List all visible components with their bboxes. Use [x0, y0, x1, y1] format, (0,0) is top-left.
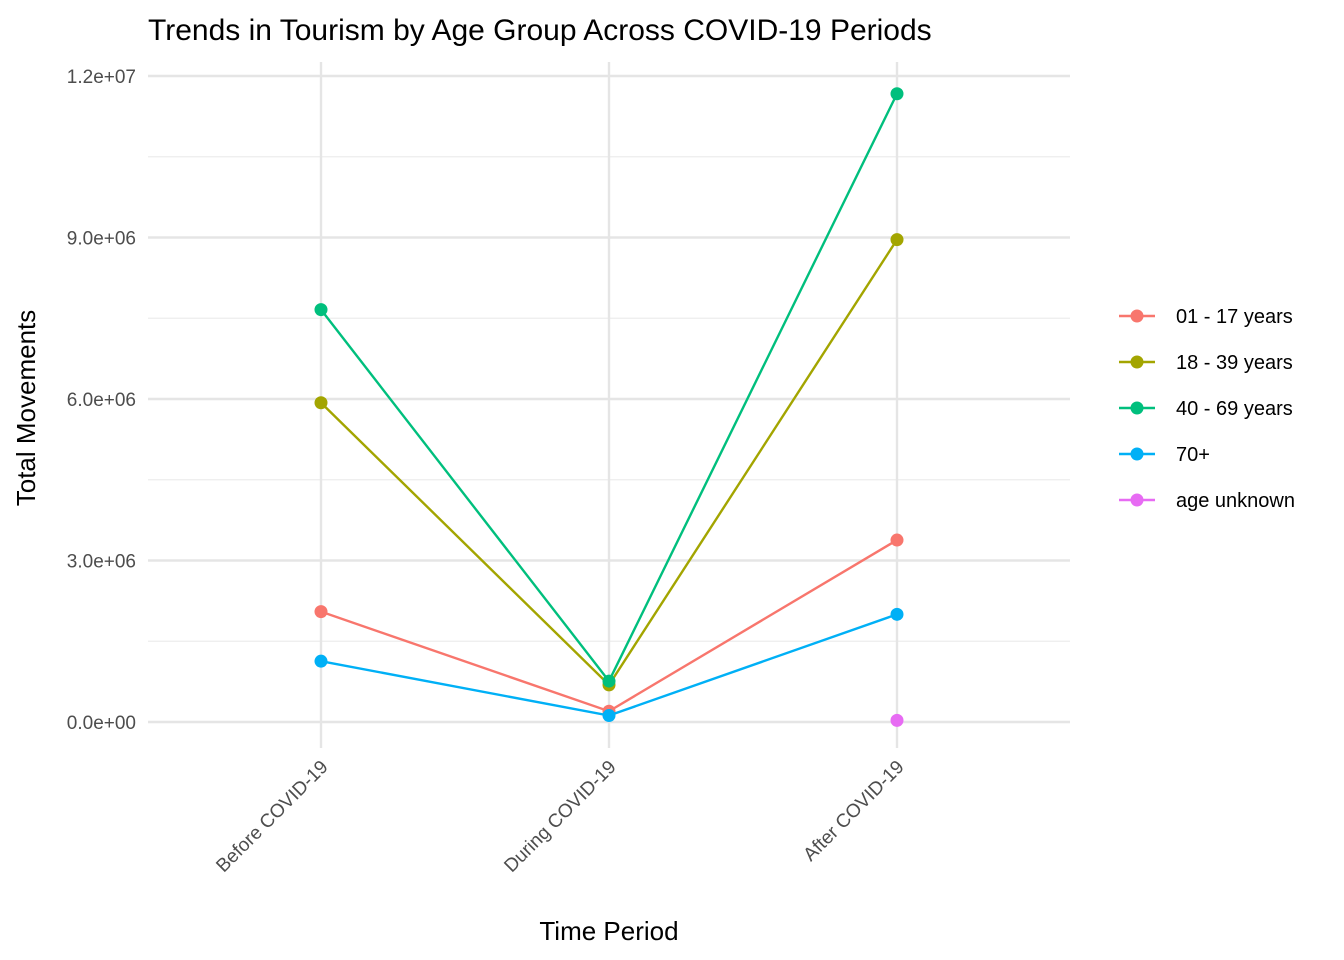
legend-item: 70+ [1119, 444, 1210, 466]
legend-label: 70+ [1176, 444, 1210, 466]
series-70- [314, 607, 904, 723]
y-axis-title: Total Movements [11, 310, 41, 507]
data-point [314, 654, 328, 668]
legend: 01 - 17 years 18 - 39 years 40 - 69 years 7… [1119, 306, 1295, 512]
data-point [602, 674, 616, 688]
y-tick-label: 1.2e+07 [67, 67, 136, 88]
data-point [314, 605, 328, 619]
legend-label: age unknown [1176, 490, 1295, 512]
x-tick-label: During COVID-19 [500, 757, 620, 877]
data-point [890, 233, 904, 247]
legend-label: 40 - 69 years [1176, 398, 1293, 420]
x-tick-label: Before COVID-19 [212, 757, 332, 877]
data-point [890, 533, 904, 547]
legend-marker [1130, 493, 1144, 507]
chart-title: Trends in Tourism by Age Group Across CO… [148, 14, 932, 47]
legend-item: 40 - 69 years [1119, 398, 1293, 420]
data-point [890, 87, 904, 101]
y-tick-label: 9.0e+06 [67, 229, 136, 250]
data-point [314, 396, 328, 410]
y-tick-label: 3.0e+06 [67, 552, 136, 573]
data-point [314, 303, 328, 317]
data-point [890, 713, 904, 727]
legend-item: age unknown [1119, 490, 1295, 512]
grid [148, 62, 1070, 748]
series-age-unknown [890, 713, 904, 727]
series-40-69-years [314, 87, 904, 688]
y-tick-label: 0.0e+00 [67, 713, 136, 734]
legend-item: 01 - 17 years [1119, 306, 1293, 328]
data-point [890, 607, 904, 621]
legend-marker [1130, 447, 1144, 461]
legend-marker [1130, 355, 1144, 369]
series-layer [314, 87, 904, 727]
x-axis-title: Time Period [539, 916, 678, 946]
x-tick-label: After COVID-19 [800, 757, 909, 866]
legend-label: 18 - 39 years [1176, 352, 1293, 374]
legend-item: 18 - 39 years [1119, 352, 1293, 374]
x-axis: Before COVID-19 During COVID-19 After COVI… [212, 757, 908, 877]
legend-marker [1130, 309, 1144, 323]
y-tick-label: 6.0e+06 [67, 390, 136, 411]
legend-label: 01 - 17 years [1176, 306, 1293, 328]
legend-marker [1130, 401, 1144, 415]
y-axis: 0.0e+00 3.0e+06 6.0e+06 9.0e+06 1.2e+07 [67, 67, 136, 734]
data-point [602, 709, 616, 723]
